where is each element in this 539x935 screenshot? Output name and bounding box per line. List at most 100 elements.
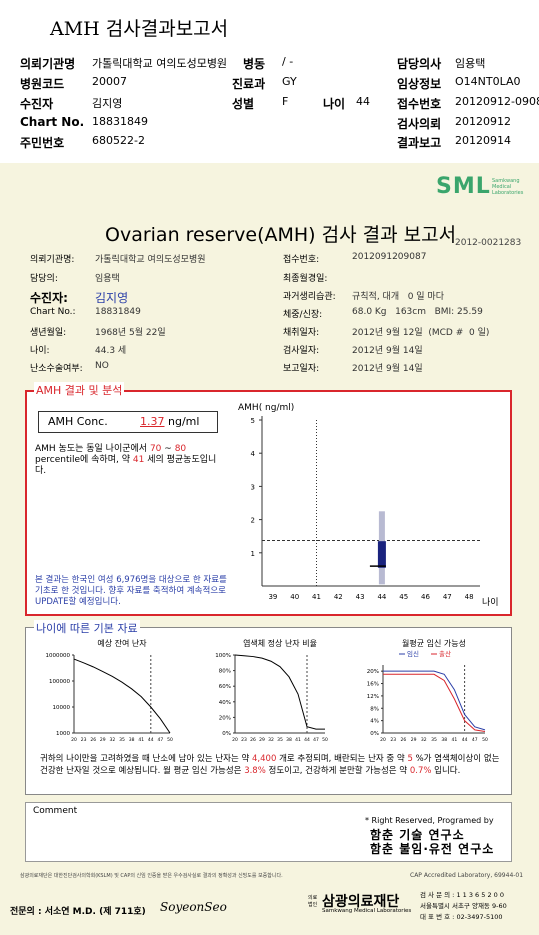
highlight: 5 bbox=[407, 754, 413, 764]
y-tick-label: 80% bbox=[219, 669, 231, 675]
x-tick-label: 20 bbox=[71, 737, 77, 743]
field-value: 20120912 bbox=[455, 115, 511, 128]
y-tick-label: 4 bbox=[251, 450, 256, 458]
x-tick-label: 43 bbox=[356, 593, 365, 601]
field-value: 가톨릭대학교 여의도성모병원 bbox=[92, 57, 228, 70]
field-value: 680522-2 bbox=[92, 134, 145, 147]
summary: 귀하의 나이만을 고려하였을 때 난소에 남아 있는 난자는 약 4,400 개… bbox=[40, 753, 502, 777]
highlight: 4,400 bbox=[252, 754, 277, 764]
x-tick-label: 32 bbox=[110, 737, 116, 743]
credit: 함춘 불임·유전 연구소 bbox=[370, 842, 495, 856]
x-tick-label: 32 bbox=[421, 737, 427, 743]
x-tick-label: 40 bbox=[290, 593, 299, 601]
y-tick-label: 20% bbox=[219, 715, 231, 721]
info-value: NO bbox=[95, 361, 109, 371]
field-label: 나이 bbox=[323, 97, 346, 111]
x-tick-label: 41 bbox=[452, 737, 458, 743]
field-label: 결과보고 bbox=[397, 136, 442, 150]
doctor: 전문의 : 서소연 M.D. (제 711호) bbox=[10, 907, 146, 917]
x-tick-label: 50 bbox=[322, 737, 328, 743]
amh-box bbox=[25, 390, 512, 616]
logo: SML bbox=[436, 174, 491, 199]
info-value: 김지영 bbox=[95, 291, 129, 305]
chart-title: 예상 잔여 난자 bbox=[97, 638, 147, 648]
field-value: 20120914 bbox=[455, 134, 511, 147]
y-tick-label: 2 bbox=[251, 517, 255, 525]
y-tick-label: 100% bbox=[215, 653, 231, 659]
field-label: 성별 bbox=[232, 97, 255, 111]
y-tick-label: 4% bbox=[370, 719, 379, 725]
x-tick-label: 44 bbox=[148, 737, 154, 743]
text-segment: 세의 평균농도입니다. bbox=[35, 455, 217, 476]
iqr-box bbox=[377, 541, 386, 568]
field-value: 20120912-09087 bbox=[455, 95, 539, 108]
field-label: 의뢰기관명 bbox=[20, 57, 76, 71]
section-heading: 나이에 따른 기본 자료 bbox=[34, 620, 140, 636]
highlight: 3.8% bbox=[244, 766, 266, 776]
mini-chart: 예상 잔여 난자 1000 10000 100000 1000000 20 23 26 29 32… bbox=[46, 638, 173, 743]
text-segment: 귀하의 나이만을 고려하였을 때 난소에 남아 있는 난자는 약 bbox=[40, 754, 250, 764]
text-segment: %가 염색체이상이 없는 건강한 난자일 것으로 예상됩니다. 월 평균 임신 … bbox=[40, 754, 500, 776]
x-tick-label: 32 bbox=[268, 737, 274, 743]
y-tick-label: 3 bbox=[251, 483, 255, 491]
note: 본 결과는 한국인 여성 6,976명을 대상으로 한 자료를 기초로 한 것입… bbox=[35, 575, 227, 607]
amh-value: 1.37 bbox=[140, 415, 165, 428]
x-tick-label: 47 bbox=[313, 737, 319, 743]
x-tick-label: 44 bbox=[377, 593, 386, 601]
signature: SoyeonSeo bbox=[160, 900, 227, 914]
y-tick-label: 20% bbox=[367, 669, 379, 675]
text-segment: 입니다. bbox=[434, 766, 461, 776]
y-tick-label: 100000 bbox=[49, 679, 70, 685]
info-value: 규칙적, 대개 0 일 마다 bbox=[352, 292, 444, 302]
info-label: 채취일자: bbox=[283, 328, 320, 338]
info-label: 생년월일: bbox=[30, 328, 67, 338]
org: 삼광의료재단 bbox=[322, 894, 400, 910]
report-no: 2012-0021283 bbox=[455, 238, 522, 248]
y-tick-label: 10000 bbox=[53, 705, 71, 711]
x-tick-label: 50 bbox=[167, 737, 173, 743]
basic-box bbox=[25, 627, 512, 795]
y-axis-label: AMH( ng/ml) bbox=[238, 403, 294, 413]
x-tick-label: 42 bbox=[334, 593, 343, 601]
field-value: 44 bbox=[356, 95, 370, 108]
field-value: GY bbox=[282, 75, 297, 88]
mini-chart: 염색체 정상 난자 비율 0% 20% 40% 60% 80% 100% 20 23 26 29 32… bbox=[215, 638, 328, 743]
y-tick-label: 60% bbox=[219, 684, 231, 690]
contact: 검 사 문 의 : 1 1 3 6 5 2 0 0 bbox=[420, 891, 504, 899]
line bbox=[234, 654, 325, 730]
cert: 삼광의료재단은 대한진단검사의학회(KSLM) 및 CAP의 신임 인증을 받은… bbox=[20, 873, 283, 879]
comment-label: Comment bbox=[33, 806, 78, 816]
field-label: 접수번호 bbox=[397, 97, 442, 111]
x-tick-label: 35 bbox=[431, 737, 437, 743]
x-tick-label: 44 bbox=[304, 737, 310, 743]
y-tick-label: 1 bbox=[251, 550, 255, 558]
info-label: 담당의: bbox=[30, 274, 58, 284]
info-label: 난소수술여부: bbox=[30, 364, 83, 374]
field-label: 진료과 bbox=[232, 77, 266, 91]
legend-entry: 출산 bbox=[439, 649, 451, 658]
field-value: O14NT0LA0 bbox=[455, 75, 521, 88]
field-label: 병원코드 bbox=[20, 77, 65, 91]
info-value: 18831849 bbox=[95, 307, 141, 317]
field-label: 수진자 bbox=[20, 97, 54, 111]
x-axis-label: 나이 bbox=[482, 597, 499, 608]
x-tick-label: 38 bbox=[441, 737, 447, 743]
credit: 함춘 기술 연구소 bbox=[370, 828, 465, 842]
x-tick-label: 26 bbox=[250, 737, 256, 743]
y-tick-label: 40% bbox=[219, 700, 231, 706]
info-label: 접수번호: bbox=[283, 255, 320, 265]
text-segment: 정도이고, 건강하게 분만할 가능성은 약 bbox=[268, 766, 408, 776]
info-value: 2012년 9월 12일 (MCD # 0 일) bbox=[352, 328, 490, 338]
x-tick-label: 41 bbox=[312, 593, 321, 601]
x-tick-label: 26 bbox=[401, 737, 407, 743]
field-label: 검사의뢰 bbox=[397, 117, 442, 131]
comment-box bbox=[25, 802, 512, 862]
info-label: 수진자: bbox=[30, 291, 68, 305]
x-tick-label: 23 bbox=[241, 737, 247, 743]
y-tick-label: 12% bbox=[367, 694, 379, 700]
mini-chart: 월평균 임신 가능성 0% 4% 8% 12% 16% 20% 20 23 26 29 32 35 38 4… bbox=[367, 638, 488, 743]
info-label: 보고일자: bbox=[283, 364, 320, 374]
highlight: 0.7% bbox=[409, 766, 432, 776]
field-label: 주민번호 bbox=[20, 136, 65, 150]
